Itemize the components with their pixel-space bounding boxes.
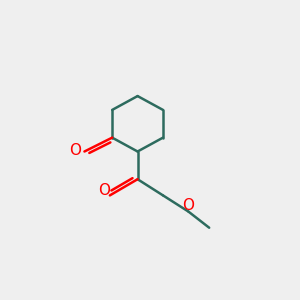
Text: O: O xyxy=(69,143,81,158)
Text: O: O xyxy=(182,198,194,213)
Text: O: O xyxy=(98,183,110,198)
